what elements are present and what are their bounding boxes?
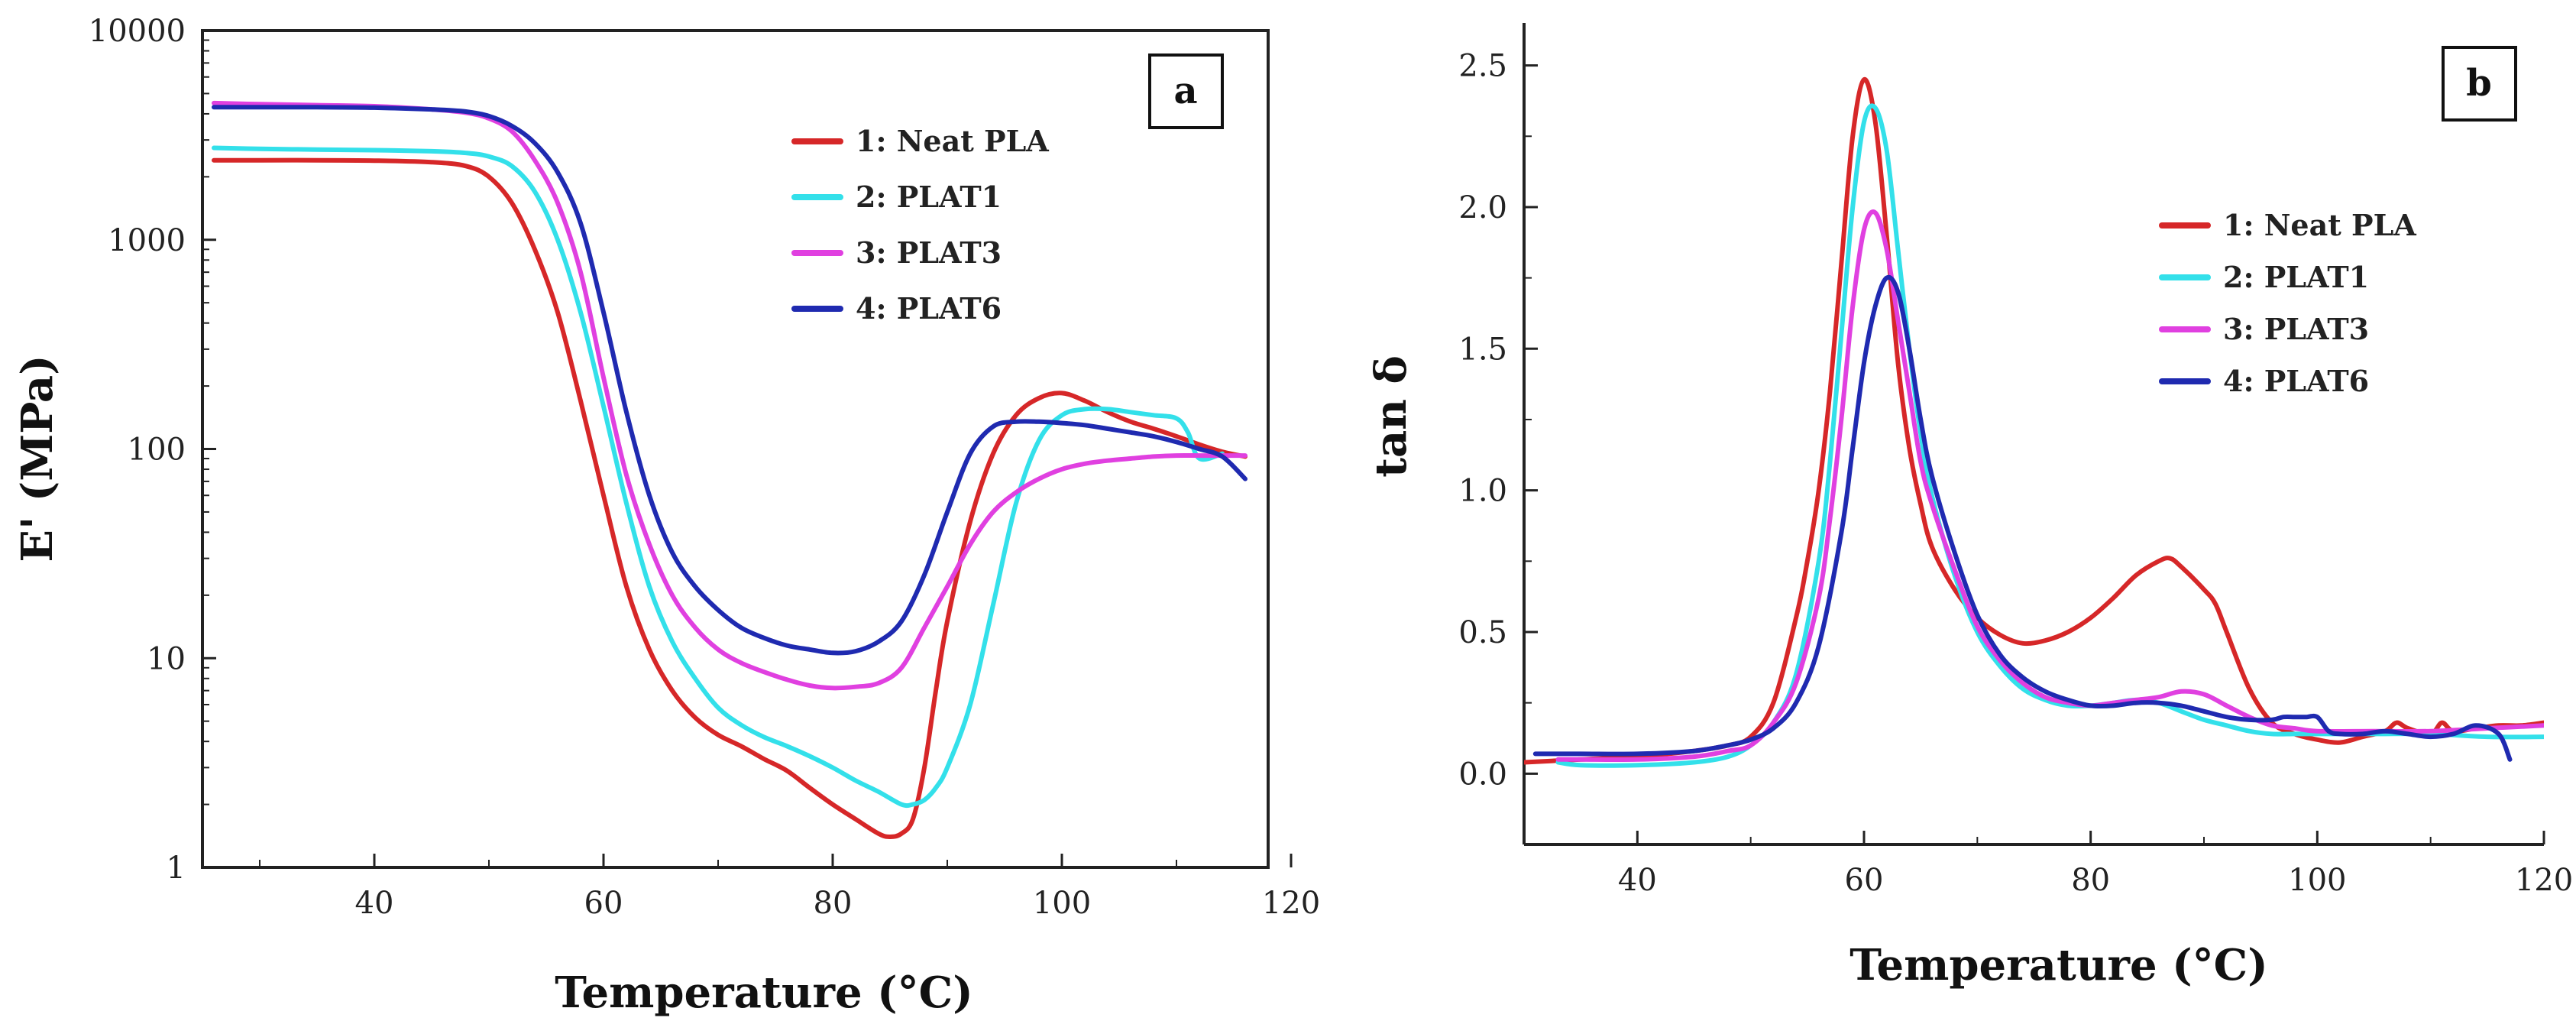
series-line-b-1-neat-pla xyxy=(1524,77,2544,765)
x-tick-label-b-80: 80 xyxy=(2071,863,2110,898)
y-tick-label-b-2: 1.0 xyxy=(1458,474,1507,509)
legend-label-b-4-plat6: 4: PLAT6 xyxy=(2223,364,2369,398)
x-tick-label-b-120: 120 xyxy=(2515,863,2573,898)
x-tick-label-b-100: 100 xyxy=(2288,863,2346,898)
y-tick-label-b-3: 1.5 xyxy=(1458,332,1507,367)
series-line-b-3-plat3 xyxy=(1555,209,2544,763)
x-tick-label-a-80: 80 xyxy=(814,886,853,921)
legend-label-b-3-plat3: 3: PLAT3 xyxy=(2223,312,2369,346)
y-tick-label-b-4: 2.0 xyxy=(1458,190,1507,225)
series-line-a-2-plat1 xyxy=(212,145,1225,809)
x-tick-label-a-120: 120 xyxy=(1262,886,1320,921)
y-tick-label-a-3: 1000 xyxy=(108,223,186,258)
x-tick-label-b-40: 40 xyxy=(1618,863,1657,898)
series-line-a-4-plat6 xyxy=(212,105,1248,656)
y-tick-label-b-0: 0.0 xyxy=(1458,757,1507,792)
legend-label-b-2-plat1: 2: PLAT1 xyxy=(2223,260,2369,294)
x-axis-title-b: Temperature (°C) xyxy=(1849,940,2267,990)
y-tick-label-a-1: 10 xyxy=(147,641,186,676)
y-tick-label-b-5: 2.5 xyxy=(1458,49,1507,84)
y-tick-label-a-0: 1 xyxy=(167,851,186,886)
panel-label-a: a xyxy=(1173,70,1197,112)
curves-b xyxy=(1524,77,2544,768)
series-line-a-1-neat-pla xyxy=(212,157,1248,839)
series-line-a-3-plat3 xyxy=(212,100,1248,691)
legend-label-b-1-neat-pla: 1: Neat PLA xyxy=(2223,208,2416,242)
x-tick-label-a-60: 60 xyxy=(584,886,623,921)
legend-label-a-3-plat3: 3: PLAT3 xyxy=(856,235,1002,270)
legend-b: 1: Neat PLA 2: PLAT1 3: PLAT3 4: PLAT6 xyxy=(2159,208,2416,398)
x-axis-title-a: Temperature (°C) xyxy=(555,968,972,1018)
curves-a xyxy=(212,100,1248,839)
panel-label-box-b xyxy=(2442,46,2517,122)
series-line-b-2-plat1 xyxy=(1555,103,2544,768)
x-tick-label-a-100: 100 xyxy=(1033,886,1091,921)
y-axis-title-a: E' (MPa) xyxy=(12,355,63,562)
ticks-b: 40 60 80 100 120 0.0 0.5 1.0 1.5 2.0 2.5 xyxy=(1458,49,2573,898)
x-tick-label-b-60: 60 xyxy=(1845,863,1884,898)
legend-label-a-1-neat-pla: 1: Neat PLA xyxy=(856,124,1049,158)
legend-label-a-4-plat6: 4: PLAT6 xyxy=(856,291,1002,326)
y-tick-label-a-2: 100 xyxy=(128,433,186,468)
panel-label-box-a xyxy=(1148,53,1224,129)
y-tick-label-a-4: 10000 xyxy=(89,14,186,49)
panel-label-b: b xyxy=(2466,62,2492,105)
panel-b: 40 60 80 100 120 0.0 0.5 1.0 1.5 2.0 2.5 1: Neat P… xyxy=(1366,23,2573,990)
legend-a: 1: Neat PLA 2: PLAT1 3: PLAT3 4: PLAT6 xyxy=(791,124,1049,326)
y-axis-title-b: tan δ xyxy=(1366,355,1416,478)
legend-label-a-2-plat1: 2: PLAT1 xyxy=(856,180,1002,214)
y-tick-label-b-1: 0.5 xyxy=(1458,615,1507,650)
x-tick-label-a-40: 40 xyxy=(355,886,394,921)
series-line-b-4-plat6 xyxy=(1532,274,2513,762)
